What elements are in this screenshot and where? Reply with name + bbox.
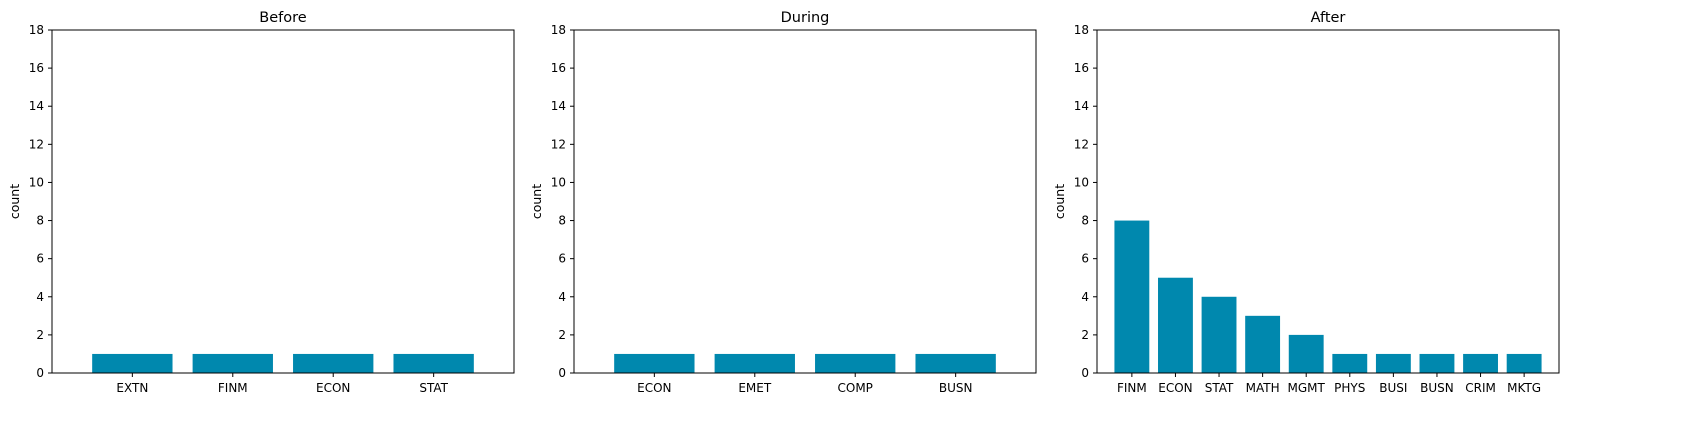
y-tick-label: 10 bbox=[29, 175, 44, 189]
x-tick-label: FINM bbox=[218, 381, 248, 395]
x-tick-label: ECON bbox=[637, 381, 671, 395]
x-tick-label: ECON bbox=[316, 381, 350, 395]
bar-phys bbox=[1332, 353, 1368, 373]
chart-panel-2: ECON EMET COMP BUSN 0 2 4 6 8 10 12 14 16 18 During cou… bbox=[529, 10, 1037, 395]
bar-mgmt bbox=[1288, 334, 1324, 373]
x-tick-label: MATH bbox=[1246, 381, 1280, 395]
bar-busn bbox=[915, 353, 996, 373]
bar-math bbox=[1245, 315, 1281, 373]
y-tick-label: 2 bbox=[558, 328, 566, 342]
y-tick-label: 18 bbox=[29, 23, 44, 37]
y-tick-label: 12 bbox=[1074, 137, 1089, 151]
x-tick-label: STAT bbox=[419, 381, 448, 395]
bar-mktg bbox=[1506, 353, 1542, 373]
bar-busn bbox=[1419, 353, 1455, 373]
bar-crim bbox=[1463, 353, 1498, 373]
y-tick-label: 0 bbox=[36, 366, 44, 380]
y-tick-label: 8 bbox=[36, 214, 44, 228]
bar-stat bbox=[1201, 296, 1237, 373]
x-tick-label: CRIM bbox=[1465, 381, 1496, 395]
chart-title: After bbox=[1311, 10, 1346, 26]
y-tick-label: 0 bbox=[558, 366, 566, 380]
y-tick-label: 10 bbox=[1074, 175, 1089, 189]
x-tick-label: ECON bbox=[1158, 381, 1192, 395]
x-tick-label: FINM bbox=[1117, 381, 1147, 395]
bar-finm bbox=[1114, 220, 1150, 373]
y-tick-label: 4 bbox=[1081, 290, 1089, 304]
chart-title: Before bbox=[259, 10, 306, 26]
y-tick-label: 12 bbox=[551, 137, 566, 151]
y-tick-label: 12 bbox=[29, 137, 44, 151]
bar-extn bbox=[92, 353, 173, 373]
y-tick-label: 14 bbox=[551, 99, 566, 113]
bar-econ bbox=[614, 353, 695, 373]
bar-emet bbox=[714, 353, 795, 373]
y-tick-label: 18 bbox=[551, 23, 566, 37]
x-tick-label: BUSN bbox=[1420, 381, 1454, 395]
x-tick-label: MGMT bbox=[1288, 381, 1326, 395]
x-tick-label: STAT bbox=[1205, 381, 1234, 395]
y-tick-label: 14 bbox=[29, 99, 44, 113]
y-tick-label: 6 bbox=[1081, 252, 1089, 266]
x-tick-label: PHYS bbox=[1334, 381, 1365, 395]
bar-comp bbox=[815, 353, 896, 373]
x-tick-label: COMP bbox=[838, 381, 873, 395]
y-axis-label: count bbox=[1052, 184, 1067, 219]
axes-frame bbox=[573, 29, 1037, 374]
y-axis-label: count bbox=[529, 184, 544, 219]
bar-finm bbox=[192, 353, 273, 373]
x-tick-label: BUSI bbox=[1379, 381, 1407, 395]
axes-frame bbox=[51, 29, 515, 374]
y-tick-label: 16 bbox=[551, 61, 566, 75]
bar-stat bbox=[393, 353, 474, 373]
bar-busi bbox=[1375, 353, 1411, 373]
x-tick-label: EXTN bbox=[116, 381, 148, 395]
bar-econ bbox=[293, 353, 374, 373]
chart-panel-3: FINM ECON STAT MATH MGMT PHYS BUSI BUSN CRIM MKTG… bbox=[1052, 10, 1560, 395]
y-tick-label: 6 bbox=[558, 252, 566, 266]
y-tick-label: 14 bbox=[1074, 99, 1089, 113]
x-tick-label: MKTG bbox=[1507, 381, 1541, 395]
y-tick-label: 2 bbox=[36, 328, 44, 342]
y-tick-label: 8 bbox=[1081, 214, 1089, 228]
chart-panel-1: EXTN FINM ECON STAT 0 2 4 6 8 10 12 14 16 18 Before cou… bbox=[7, 10, 515, 395]
y-tick-label: 16 bbox=[1074, 61, 1089, 75]
y-tick-label: 4 bbox=[558, 290, 566, 304]
y-tick-label: 18 bbox=[1074, 23, 1089, 37]
axes-frame bbox=[1096, 29, 1560, 374]
y-tick-label: 2 bbox=[1081, 328, 1089, 342]
bar-econ bbox=[1158, 277, 1193, 373]
y-tick-label: 0 bbox=[1081, 366, 1089, 380]
y-tick-label: 4 bbox=[36, 290, 44, 304]
chart-title: During bbox=[781, 10, 830, 26]
y-tick-label: 10 bbox=[551, 175, 566, 189]
y-tick-label: 16 bbox=[29, 61, 44, 75]
y-tick-label: 8 bbox=[558, 214, 566, 228]
y-axis-label: count bbox=[7, 184, 22, 219]
x-tick-label: EMET bbox=[738, 381, 772, 395]
y-tick-label: 6 bbox=[36, 252, 44, 266]
x-tick-label: BUSN bbox=[939, 381, 973, 395]
